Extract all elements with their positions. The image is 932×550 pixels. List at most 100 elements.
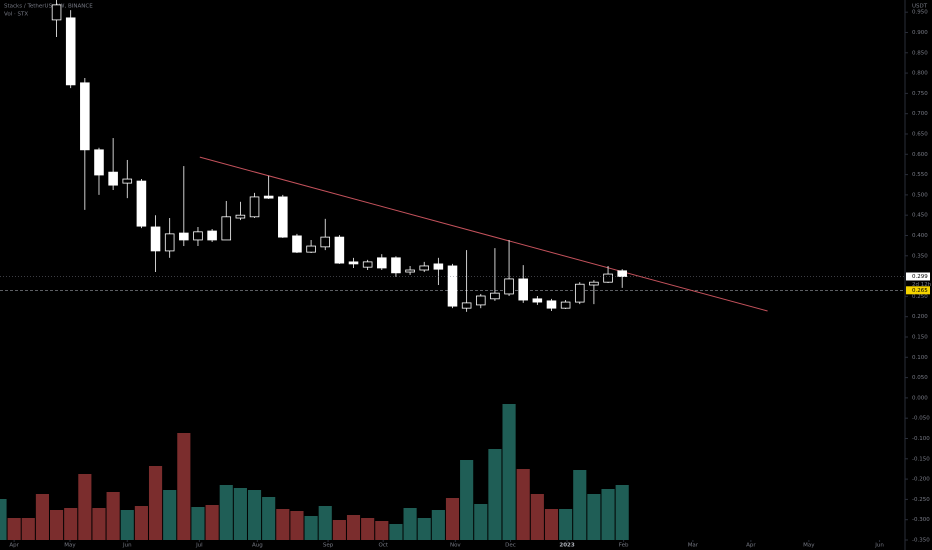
volume-bar [488,449,502,540]
y-tick-label: 0.950 [912,10,928,16]
volume-bar [304,516,318,540]
candle-body [193,231,203,241]
candle-body [65,17,76,86]
y-tick-label: 0.200 [912,314,928,320]
y-tick-label: 0.100 [912,355,928,361]
x-tick-label: May [64,543,76,549]
y-tick-label: 0.400 [912,233,928,239]
candle-body [490,292,500,300]
y-tick-label: -0.200 [912,477,930,483]
candle-body [532,298,543,303]
x-tick-label: Apr [9,543,19,549]
candle-body [292,235,302,253]
volume-bar [403,508,417,540]
candle-body [320,236,331,248]
x-tick-label: Sep [323,543,334,549]
volume-bar [276,509,290,540]
candle-body [362,261,373,268]
volume-bar [573,470,587,540]
volume-bar [361,518,375,540]
y-tick-label: 0.750 [912,91,928,97]
volume-bar [375,521,389,540]
x-tick-label: Aug [252,543,263,549]
volume-bar [460,460,474,540]
volume-bar [530,494,544,540]
volume-bar [601,489,615,540]
countdown: 2d 12h [912,282,932,288]
candle-body [164,233,175,252]
candle-body [136,180,147,227]
candle-body [334,236,345,264]
candle-body [447,265,458,307]
volume-bar [247,490,262,540]
candle-body [306,245,316,253]
candle-body [348,261,359,265]
volume-legend: Vol · STX [4,12,28,18]
trendline [199,156,768,312]
volume-bar [7,518,21,540]
volume-bar [389,524,403,540]
x-tick-label: Dec [505,543,516,549]
candle-body [518,278,528,301]
candle-body [475,295,486,306]
volume-bar [290,511,304,540]
x-tick-label: Mar [688,543,699,549]
x-tick-label: 2023 [559,543,574,549]
y-tick-label: -0.100 [912,436,930,442]
last-price-badge [906,272,930,281]
y-tick-label: 0.600 [912,152,928,158]
volume-bar [559,509,573,540]
y-tick-label: 0.000 [912,395,928,401]
candle-body [263,195,274,199]
volume-bar [148,466,163,540]
volume-bar [431,510,445,540]
candle-body [461,302,472,309]
volume-bar [205,505,219,540]
axis-unit: USDT [912,4,928,10]
volume-bar [49,510,64,540]
volume-bar [219,485,233,540]
candle-body [377,257,387,269]
y-tick-label: -0.350 [912,538,930,544]
volume-bar [332,520,346,540]
y-tick-label: -0.250 [912,497,930,503]
candle-body [574,283,585,303]
candle-body [546,300,557,309]
candle-body [221,216,232,241]
volume-bar [615,485,629,540]
candle-body [391,257,401,274]
candle-body [235,214,246,219]
candle-body [504,278,514,295]
volume-bar [0,499,7,540]
volume-bar [318,506,332,540]
price-line-badge [906,286,930,295]
volume-bar [233,488,247,540]
y-tick-label: -0.150 [912,456,930,462]
candle-body [150,226,161,252]
x-tick-label: Oct [378,543,388,549]
candle-body [617,270,627,277]
candle-body [419,265,430,271]
volume-bar [120,510,134,540]
x-tick-label: May [803,543,815,549]
y-tick-label: 0.550 [912,172,928,178]
volume-bar [35,494,49,540]
y-tick-label: -0.050 [912,416,930,422]
y-tick-label: 0.250 [912,294,928,300]
volume-bar [191,507,205,540]
volume-bar [544,509,559,540]
volume-bar [134,506,148,540]
y-tick-label: 0.650 [912,131,928,137]
x-tick-label: Apr [746,543,756,549]
y-tick-label: -0.300 [912,517,930,523]
volume-bar [346,515,361,540]
candle-body [108,171,118,186]
volume-bar [92,508,106,540]
volume-bar [177,433,191,540]
y-tick-label: 0.350 [912,253,928,259]
y-tick-label: 0.850 [912,50,928,56]
y-tick-label: 0.800 [912,71,928,77]
y-tick-label: 0.450 [912,213,928,219]
volume-bar [262,497,276,540]
volume-bar [64,508,78,540]
